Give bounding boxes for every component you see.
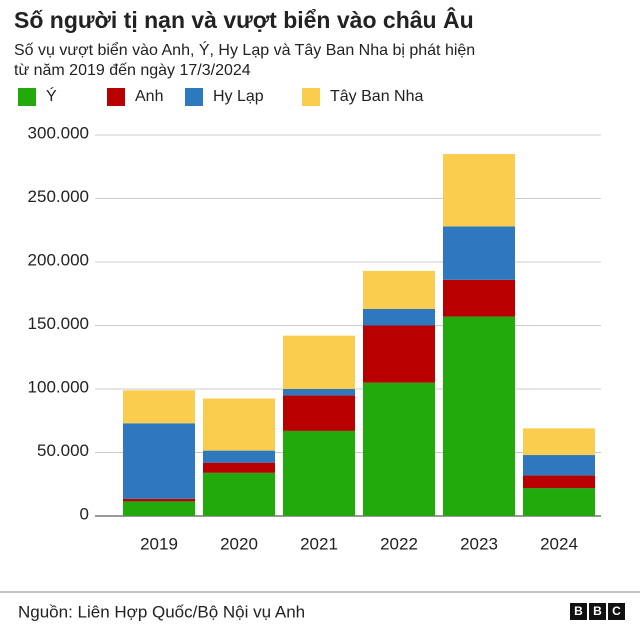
logo-letter: C xyxy=(612,604,621,618)
legend-swatch xyxy=(18,88,36,106)
y-tick-label: 300.000 xyxy=(28,123,89,142)
bar-segment xyxy=(443,279,515,317)
legend-swatch xyxy=(302,88,320,106)
y-tick-label: 0 xyxy=(80,504,89,523)
bar-segment xyxy=(123,390,195,424)
bar-segment xyxy=(123,498,195,502)
bar-segment xyxy=(123,501,195,516)
bar-segment xyxy=(203,450,275,463)
bar-segment xyxy=(523,475,595,489)
y-tick-label: 250.000 xyxy=(28,187,89,206)
x-tick-label: 2024 xyxy=(540,534,578,553)
bar-segment xyxy=(203,472,275,516)
logo-letter: B xyxy=(593,604,602,618)
legend-swatch xyxy=(185,88,203,106)
logo-letter: B xyxy=(574,604,583,618)
bar-segment xyxy=(523,488,595,516)
legend-label: Ý xyxy=(46,86,57,105)
y-tick-label: 100.000 xyxy=(28,377,89,396)
bar-segment xyxy=(443,226,515,280)
bar-segment xyxy=(363,308,435,326)
logo-box xyxy=(608,603,625,620)
legend-label: Anh xyxy=(135,88,163,105)
y-tick-label: 150.000 xyxy=(28,314,89,333)
bar-segment xyxy=(443,154,515,227)
logo-box xyxy=(570,603,587,620)
legend-label: Hy Lạp xyxy=(213,88,264,105)
bar-segment xyxy=(523,455,595,476)
chart-subtitle: từ năm 2019 đến ngày 17/3/2024 xyxy=(14,62,251,79)
chart-subtitle: Số vụ vượt biển vào Anh, Ý, Hy Lạp và Tâ… xyxy=(14,40,475,59)
x-tick-label: 2021 xyxy=(300,534,338,553)
x-tick-label: 2019 xyxy=(140,534,178,553)
x-tick-label: 2020 xyxy=(220,534,258,553)
bar-segment xyxy=(283,395,355,431)
bar-segment xyxy=(203,462,275,473)
source: Nguồn: Liên Hợp Quốc/Bộ Nội vụ Anh xyxy=(18,602,305,621)
bar-segment xyxy=(283,335,355,389)
bar-segment xyxy=(363,382,435,516)
bar-segment xyxy=(363,270,435,309)
y-tick-label: 200.000 xyxy=(28,250,89,269)
bar-segment xyxy=(523,428,595,456)
y-tick-label: 50.000 xyxy=(37,441,89,460)
bar-segment xyxy=(283,389,355,396)
bar-segment xyxy=(363,325,435,383)
legend-label: Tây Ban Nha xyxy=(330,88,423,105)
x-tick-label: 2023 xyxy=(460,534,498,553)
bar-segment xyxy=(203,398,275,451)
bar-segment xyxy=(123,423,195,499)
x-tick-label: 2022 xyxy=(380,534,418,553)
logo-box xyxy=(589,603,606,620)
bar-segment xyxy=(443,316,515,516)
bar-segment xyxy=(283,430,355,516)
chart-title: Số người tị nạn và vượt biển vào châu Âu xyxy=(14,6,474,33)
legend-swatch xyxy=(107,88,125,106)
